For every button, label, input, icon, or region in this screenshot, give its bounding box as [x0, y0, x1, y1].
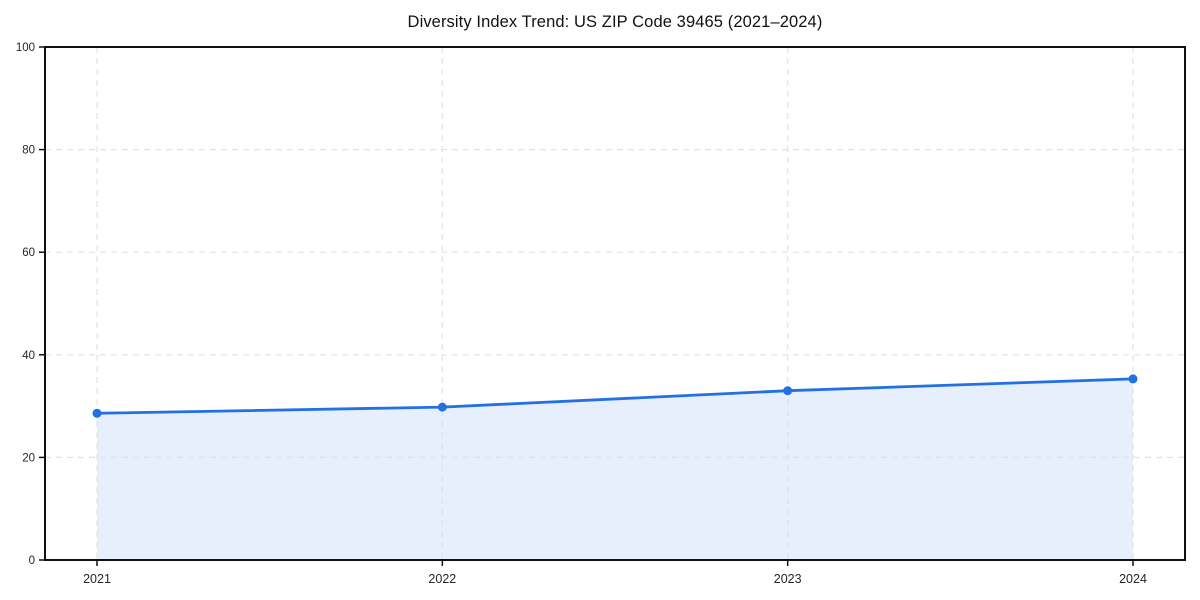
y-tick-label: 20: [22, 452, 35, 464]
y-tick-label: 80: [22, 145, 35, 157]
y-tick-label: 0: [29, 555, 35, 567]
x-tick-label: 2023: [774, 572, 802, 586]
y-tick-label: 100: [16, 42, 35, 54]
trend-line: [95, 377, 1135, 415]
data-point-marker: [1128, 374, 1138, 384]
x-tick-label: 2021: [83, 572, 111, 586]
x-tick-label: 2024: [1119, 572, 1147, 586]
y-tick-label: 60: [22, 247, 35, 259]
data-point-marker: [437, 402, 447, 412]
y-tick-label: 40: [22, 350, 35, 362]
data-point-marker: [783, 386, 793, 396]
x-tick-label: 2022: [428, 572, 456, 586]
plot-border: [44, 46, 1186, 561]
area-fill: [97, 378, 1133, 560]
data-point-marker: [92, 408, 102, 418]
chart-title: Diversity Index Trend: US ZIP Code 39465…: [407, 13, 823, 31]
